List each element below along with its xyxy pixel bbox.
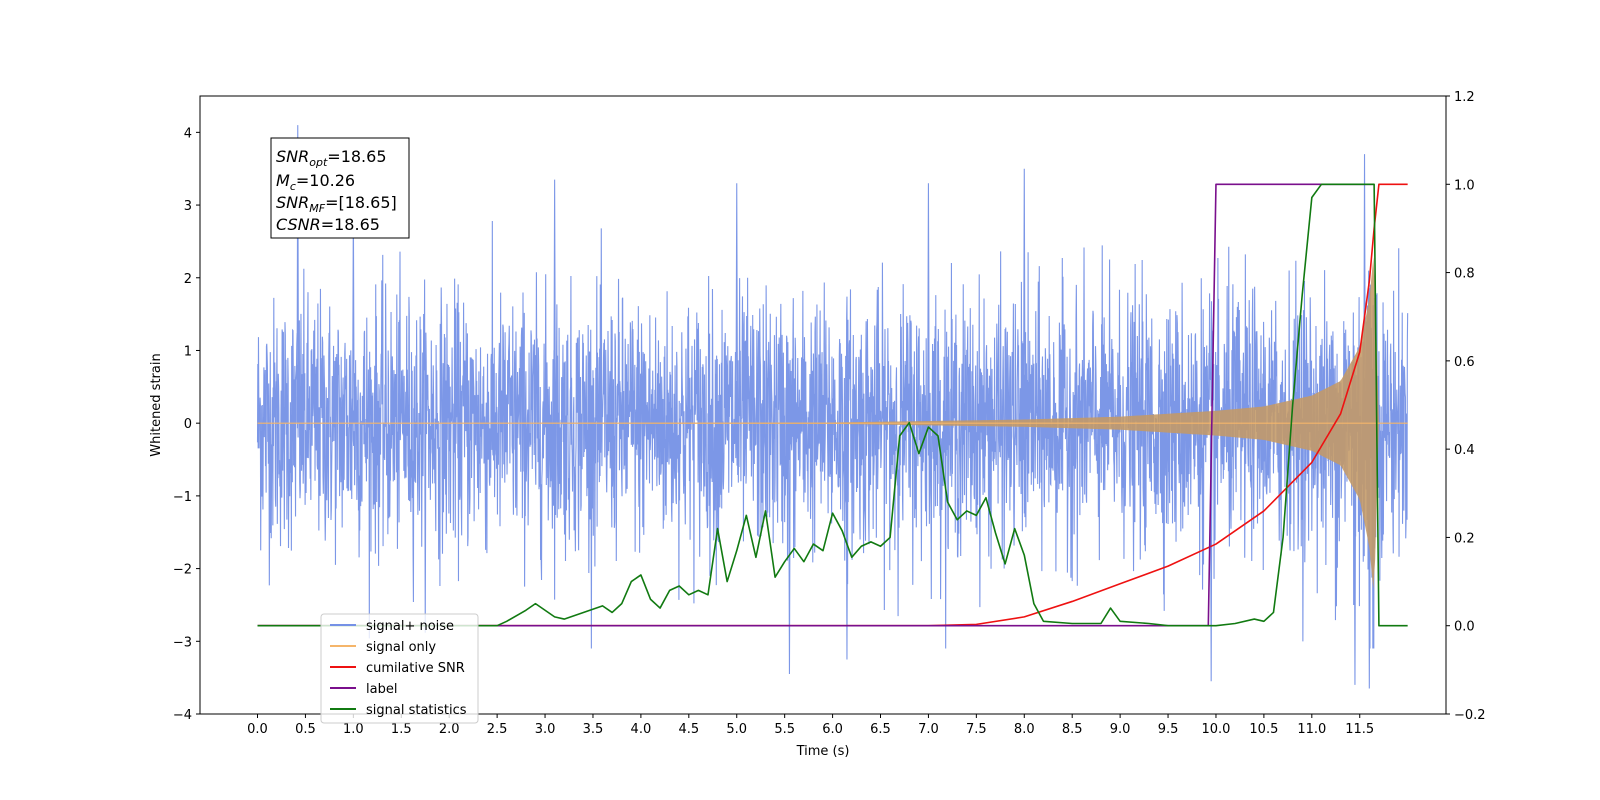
y2-tick-label: 0.4: [1454, 443, 1475, 458]
x-tick-label: 11.5: [1345, 722, 1374, 737]
x-tick-label: 5.5: [774, 722, 795, 737]
series-label: [257, 183, 1375, 627]
y2-tick-label: 0.0: [1454, 620, 1475, 635]
y2-tick-label: 0.8: [1454, 267, 1475, 282]
plot-frame: [199, 95, 1447, 715]
x-tick-label: 4.0: [631, 722, 652, 737]
y-tick-label: −1: [173, 490, 192, 505]
series-signal-statistics: [257, 183, 1408, 627]
y2-tick-label: 1.2: [1454, 90, 1475, 105]
annotation-snr-mf: SNRMF=[18.65]: [276, 193, 397, 215]
y2-tick-label: −0.2: [1454, 708, 1486, 723]
legend-label: cumilative SNR: [366, 661, 465, 676]
x-tick-label: 8.5: [1062, 722, 1083, 737]
x-tick-label: 6.5: [870, 722, 891, 737]
x-tick-label: 10.0: [1201, 722, 1230, 737]
x-tick-label: 1.0: [343, 722, 364, 737]
x-tick-label: 9.5: [1158, 722, 1179, 737]
x-tick-label: 6.0: [822, 722, 843, 737]
y-tick-label: 0: [184, 417, 192, 432]
x-tick-label: 7.0: [918, 722, 939, 737]
legend-label: signal+ noise: [366, 619, 454, 634]
legend: signal+ noise signal only cumilative SNR la…: [320, 613, 479, 724]
y-tick-label: 4: [184, 126, 192, 141]
x-axis-label: Time (s): [796, 744, 850, 759]
y2-tick-label: 0.6: [1454, 355, 1475, 370]
y-tick-label: 2: [184, 272, 192, 287]
x-tick-label: 10.5: [1249, 722, 1278, 737]
x-tick-label: 0.0: [247, 722, 268, 737]
y-tick-label: 3: [184, 199, 192, 214]
legend-label: signal statistics: [366, 703, 467, 718]
legend-label: signal only: [366, 640, 436, 655]
annotation-box: SNRopt=18.65 Mc=10.26 SNRMF=[18.65] CSNR…: [270, 137, 410, 239]
x-tick-label: 5.0: [726, 722, 747, 737]
y-axis-right: −0.2 0.0 0.2 0.4 0.6 0.8 1.0 1.2: [1446, 90, 1486, 723]
y-tick-label: −4: [173, 708, 192, 723]
x-tick-label: 3.5: [583, 722, 604, 737]
x-tick-label: 3.0: [535, 722, 556, 737]
x-tick-label: 9.0: [1110, 722, 1131, 737]
y-tick-label: 1: [184, 344, 192, 359]
y-tick-label: −2: [173, 563, 192, 578]
annotation-mc: Mc=10.26: [276, 171, 355, 193]
x-tick-label: 2.5: [487, 722, 508, 737]
x-tick-label: 2.0: [439, 722, 460, 737]
y2-tick-label: 1.0: [1454, 178, 1475, 193]
series-layer: [256, 125, 1409, 689]
x-tick-label: 8.0: [1014, 722, 1035, 737]
y2-tick-label: 0.2: [1454, 531, 1475, 546]
x-tick-label: 0.5: [295, 722, 316, 737]
series-cumilative-snr: [257, 183, 1408, 627]
annotation-csnr: CSNR=18.65: [276, 215, 380, 234]
y-tick-label: −3: [173, 635, 192, 650]
y-axis-left: −4 −3 −2 −1 0 1 2 3 4: [173, 126, 200, 723]
y-axis-label: Whitened strain: [149, 353, 164, 456]
annotation-snr-opt: SNRopt=18.65: [276, 147, 387, 169]
x-axis: 0.0 0.5 1.0 1.5 2.0 2.5 3.0 3.5 4.0 4.5 5.0 5.5 6.0 6…: [247, 714, 1374, 737]
x-tick-label: 7.5: [966, 722, 987, 737]
x-tick-label: 1.5: [391, 722, 412, 737]
x-tick-label: 4.5: [678, 722, 699, 737]
x-tick-label: 11.0: [1297, 722, 1326, 737]
legend-label: label: [366, 682, 397, 697]
